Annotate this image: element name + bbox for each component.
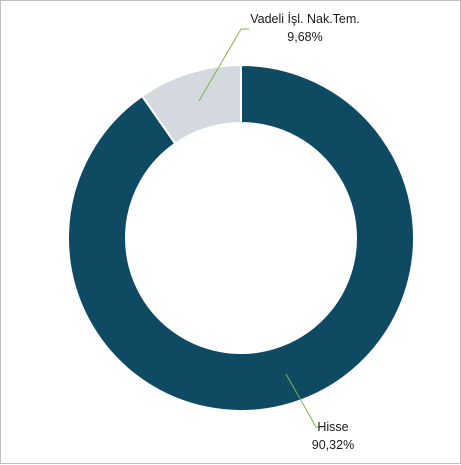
value-label-0: 90,32% — [312, 438, 354, 452]
slice-1 — [140, 63, 242, 146]
leader-line-0 — [285, 373, 323, 428]
data-labels: Vadeli İşl. Nak.Tem. 9,68% Hisse 90,32% — [250, 12, 360, 452]
donut-slices — [67, 63, 415, 412]
value-label-1: 9,68% — [287, 30, 322, 44]
leader-lines — [198, 28, 323, 428]
category-label-0: Hisse — [317, 420, 348, 434]
slice-0 — [67, 63, 415, 412]
leader-line-1 — [198, 28, 249, 102]
category-label-1: Vadeli İşl. Nak.Tem. — [250, 12, 360, 26]
